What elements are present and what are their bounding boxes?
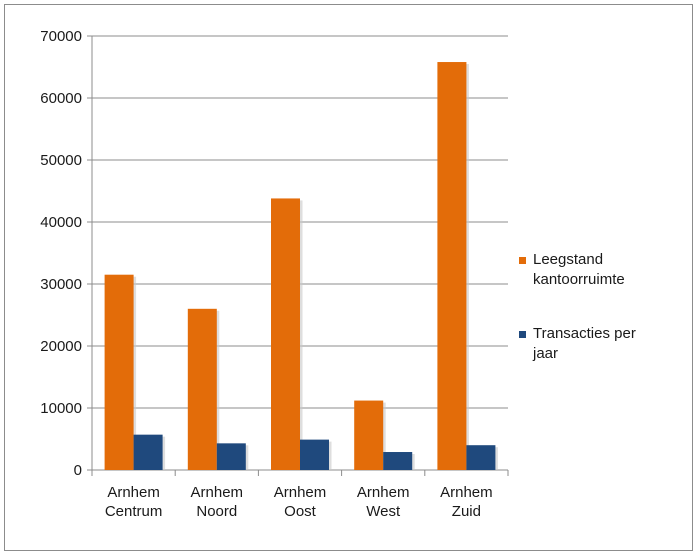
y-tick-label: 10000 (40, 400, 82, 417)
legend-label: Transacties per (533, 325, 636, 342)
x-category-label: Oost (284, 503, 317, 520)
bar-transacties (216, 443, 246, 470)
bar-transacties (466, 445, 496, 470)
x-category-label: Arnhem (274, 484, 327, 501)
x-category-label: West (366, 503, 401, 520)
bar-leegstand (104, 274, 134, 470)
bar-transacties (133, 434, 163, 470)
bar-leegstand (187, 308, 217, 470)
x-category-label: Noord (196, 503, 237, 520)
bar-leegstand (271, 198, 300, 470)
x-category-label: Arnhem (191, 484, 244, 501)
legend-label: kantoorruimte (533, 271, 625, 288)
y-tick-label: 30000 (40, 276, 82, 293)
x-category-label: Arnhem (107, 484, 160, 501)
y-tick-label: 70000 (40, 28, 82, 45)
legend-label: jaar (532, 345, 558, 362)
x-category-label: Centrum (105, 503, 163, 520)
x-category-label: Zuid (452, 503, 481, 520)
y-tick-label: 50000 (40, 152, 82, 169)
legend-swatch (519, 331, 526, 338)
x-category-label: Arnhem (440, 484, 493, 501)
bar-leegstand (437, 62, 467, 470)
y-tick-label: 0 (74, 462, 82, 479)
y-tick-label: 40000 (40, 214, 82, 231)
y-tick-label: 60000 (40, 90, 82, 107)
legend-swatch (519, 257, 526, 264)
y-tick-label: 20000 (40, 338, 82, 355)
bar-transacties (300, 439, 329, 470)
x-category-label: Arnhem (357, 484, 410, 501)
legend-label: Leegstand (533, 251, 603, 268)
bar-transacties (383, 452, 413, 470)
bar-leegstand (354, 400, 384, 470)
